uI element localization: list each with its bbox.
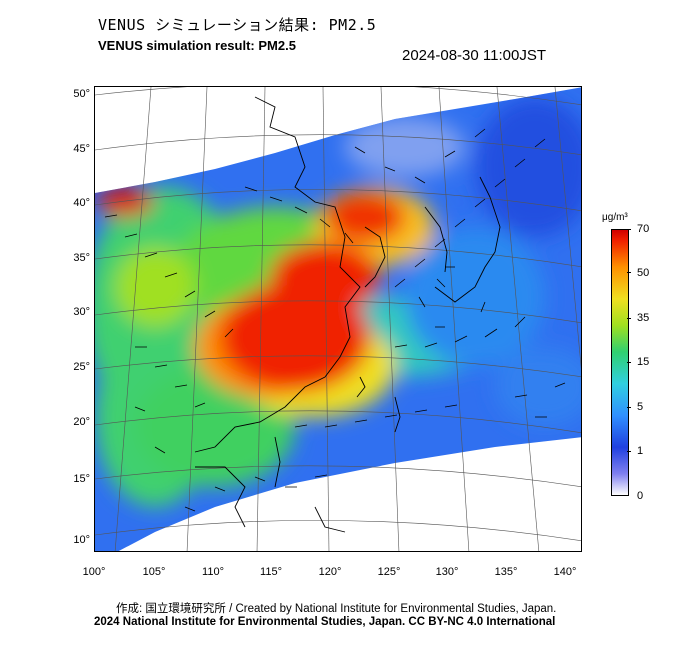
y-tick-20: 20° [73,416,90,428]
coastlines [194,96,501,533]
map-graphic [95,87,581,551]
colorbar-tick [627,229,631,230]
timestamp: 2024-08-30 11:00JST [402,47,546,64]
y-tick-45: 45° [73,143,90,155]
x-tick-105: 105° [142,566,166,578]
copyright-line: 2024 National Institute for Environmenta… [94,616,556,628]
x-tick-115: 115° [260,566,282,578]
x-tick-135: 135° [494,566,518,578]
colorbar-label-1: 1 [637,445,644,457]
y-tick-50: 50° [73,88,90,100]
y-tick-25: 25° [73,361,90,373]
colorbar-unit: μg/m³ [602,212,628,223]
x-tick-120: 120° [318,566,342,578]
graticule [95,87,581,551]
colorbar-label-15: 15 [637,356,650,368]
colorbar-tick [627,407,631,408]
x-tick-125: 125° [377,566,401,578]
x-tick-140: 140° [553,566,577,578]
colorbar-label-5: 5 [637,401,644,413]
colorbar-tick [627,451,631,452]
colorbar-tick [627,272,631,273]
colorbar-label-70: 70 [637,223,650,235]
x-tick-130: 130° [435,566,459,578]
colorbar-label-0: 0 [637,490,644,502]
colorbar-label-50: 50 [637,267,650,279]
y-tick-40: 40° [73,197,90,209]
title-english: VENUS simulation result: PM2.5 [98,38,296,53]
colorbar-tick [627,318,631,319]
colorbar-tick [627,362,631,363]
credit-line: 作成: 国立環境研究所 / Created by National Instit… [116,603,557,615]
y-tick-15: 15° [73,473,90,485]
y-tick-30: 30° [73,306,90,318]
title-japanese: VENUS シミュレーション結果: PM2.5 [98,16,377,34]
x-tick-110: 110° [202,566,224,578]
y-tick-10: 10° [73,534,90,546]
pm25-map [94,86,582,552]
y-tick-35: 35° [73,252,90,264]
x-tick-100: 100° [82,566,106,578]
wind-vectors [104,128,566,512]
colorbar-label-35: 35 [637,312,650,324]
